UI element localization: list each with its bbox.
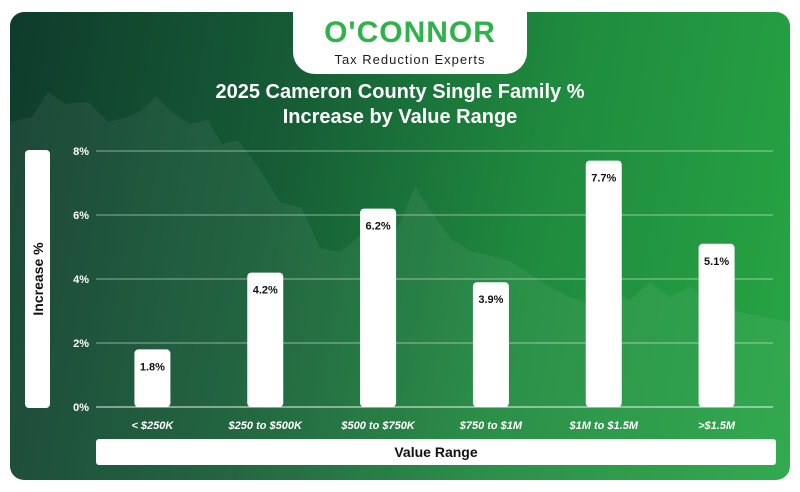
bar-data-label: 5.1% xyxy=(704,256,729,268)
bar xyxy=(360,208,397,407)
x-tick-label: $750 to $1M xyxy=(459,420,523,432)
x-axis-label-box: Value Range xyxy=(96,439,776,465)
logo-tagline: Tax Reduction Experts xyxy=(334,52,486,67)
bar xyxy=(472,282,509,407)
bar xyxy=(247,272,284,407)
logo-wordmark: O'CONNOR xyxy=(324,16,496,49)
bar xyxy=(134,349,171,407)
bar xyxy=(698,243,735,407)
chart-title: 2025 Cameron County Single Family % Incr… xyxy=(0,80,800,130)
y-tick-label: 8% xyxy=(73,146,89,158)
bar-data-label: 7.7% xyxy=(591,173,616,185)
x-tick-label: < $250K xyxy=(131,420,174,432)
y-tick-label: 2% xyxy=(73,338,89,350)
y-tick-label: 4% xyxy=(73,274,89,286)
chart-title-line-1: 2025 Cameron County Single Family % xyxy=(215,81,585,103)
y-tick-label: 6% xyxy=(73,210,89,222)
bar-data-label: 4.2% xyxy=(253,285,278,297)
chart-title-line-2: Increase by Value Range xyxy=(282,106,518,128)
x-tick-label: >$1.5M xyxy=(698,420,736,432)
x-axis-label: Value Range xyxy=(394,444,478,460)
x-tick-label: $500 to $750K xyxy=(340,420,415,432)
bar xyxy=(585,160,622,407)
x-tick-label: $250 to $500K xyxy=(228,420,303,432)
y-axis-label-box: Increase % xyxy=(25,150,50,408)
y-tick-label: 0% xyxy=(73,402,89,414)
logo-tab: O'CONNOR Tax Reduction Experts xyxy=(293,12,527,74)
bar-data-label: 3.9% xyxy=(478,294,503,306)
bar-data-label: 6.2% xyxy=(366,221,391,233)
x-tick-label: $1M to $1.5M xyxy=(569,420,639,432)
bar-data-label: 1.8% xyxy=(140,361,165,373)
